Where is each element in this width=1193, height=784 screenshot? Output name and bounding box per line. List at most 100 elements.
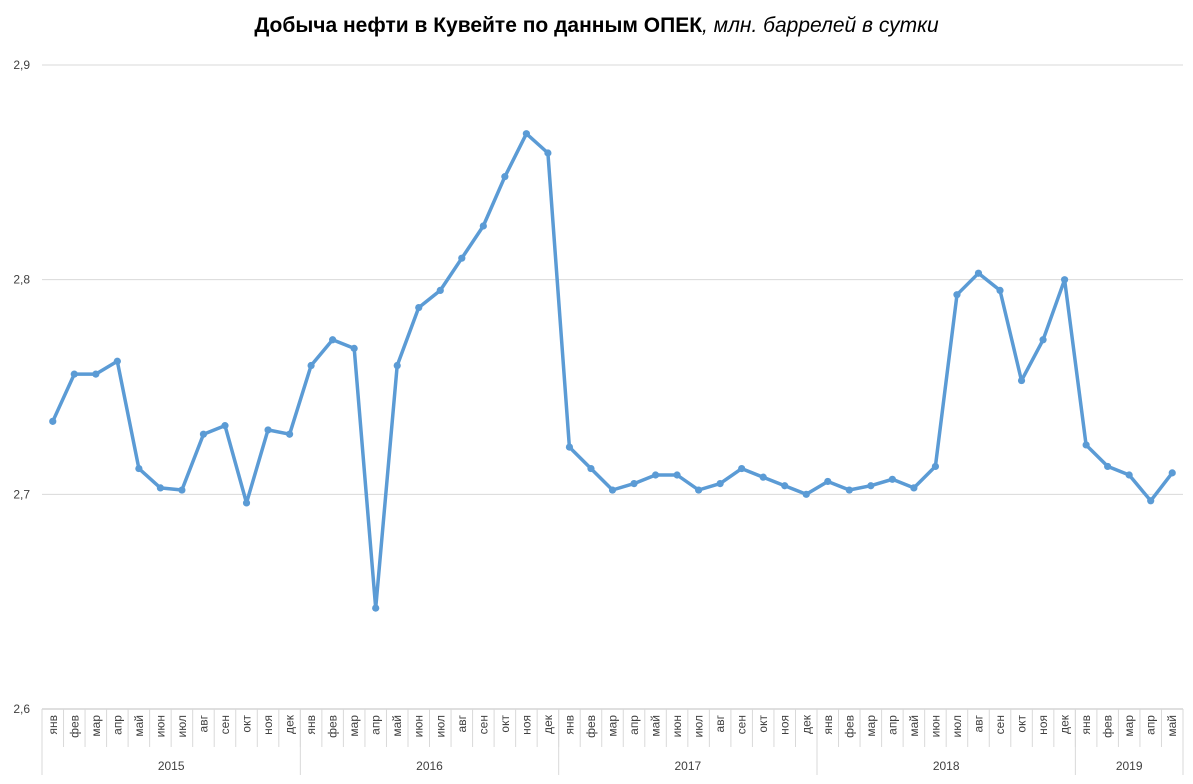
x-tick-label: янв	[46, 715, 60, 735]
x-tick-label: сен	[476, 715, 490, 734]
x-tick-label: июн	[928, 715, 942, 737]
x-tick-label: дек	[283, 714, 297, 734]
x-tick-label: дек	[541, 714, 555, 734]
x-tick-label: окт	[240, 715, 254, 733]
x-tick-label: окт	[756, 715, 770, 733]
data-point	[888, 475, 896, 483]
x-tick-label: май	[1165, 715, 1179, 737]
x-tick-label: ноя	[519, 715, 533, 735]
data-point	[1017, 376, 1026, 385]
x-tick-label: окт	[1015, 715, 1029, 733]
x-tick-label: авг	[713, 714, 727, 732]
x-tick-label: дек	[1058, 714, 1072, 734]
data-point	[242, 499, 251, 507]
gridlines	[42, 64, 1183, 710]
x-tick-label: апр	[110, 715, 124, 735]
data-point	[350, 344, 358, 352]
data-point	[695, 486, 703, 494]
data-point	[156, 484, 165, 492]
x-tick-label: июн	[670, 715, 684, 737]
x-tick-label: июл	[175, 715, 189, 737]
data-point	[329, 336, 337, 344]
data-point	[372, 604, 380, 612]
x-tick-label: сен	[993, 715, 1007, 734]
x-tick-label: фев	[326, 715, 340, 738]
x-tick-label: июл	[692, 715, 706, 737]
x-tick-label: май	[132, 715, 146, 737]
data-point	[307, 361, 315, 370]
data-point	[738, 464, 746, 473]
series-group	[49, 130, 1176, 612]
year-label: 2017	[674, 759, 701, 773]
data-point	[824, 477, 832, 486]
data-point	[716, 480, 724, 488]
data-point	[479, 222, 487, 230]
data-point	[264, 426, 272, 434]
data-point	[70, 370, 78, 378]
x-tick-label: сен	[218, 715, 232, 734]
chart-title-main: Добыча нефти в Кувейте по данным ОПЕК	[254, 14, 703, 37]
x-tick-label: фев	[842, 715, 856, 738]
data-point	[1039, 336, 1047, 344]
data-point	[221, 422, 229, 430]
data-point	[953, 291, 961, 299]
x-tick-label: май	[649, 715, 663, 737]
x-tick-label: фев	[1101, 715, 1115, 738]
data-point	[845, 486, 853, 494]
year-label: 2016	[416, 759, 443, 773]
data-point	[1125, 471, 1133, 479]
x-tick-label: мар	[1122, 715, 1136, 737]
x-tick-label: май	[390, 715, 404, 737]
data-point	[92, 370, 100, 378]
data-point	[285, 430, 294, 438]
x-tick-label: дек	[799, 714, 813, 734]
data-point	[974, 269, 983, 277]
x-tick-label: окт	[498, 715, 512, 733]
data-point	[178, 486, 186, 494]
data-point	[1168, 469, 1176, 477]
x-tick-label: апр	[1144, 715, 1158, 735]
series-line	[51, 131, 1174, 610]
data-point	[393, 361, 401, 370]
data-point	[436, 286, 444, 294]
x-tick-label: мар	[606, 715, 620, 737]
data-point	[501, 173, 509, 181]
data-point	[49, 417, 57, 425]
x-tick-label: янв	[821, 715, 835, 735]
data-point	[113, 357, 121, 365]
x-tick-label: ноя	[1036, 715, 1050, 735]
data-point	[199, 430, 208, 438]
x-tick-label: апр	[627, 715, 641, 735]
x-tick-label: июл	[433, 715, 447, 737]
y-tick-label: 2,8	[13, 273, 30, 287]
x-tick-label: ноя	[778, 715, 792, 735]
data-point	[415, 303, 423, 312]
data-point	[781, 482, 789, 490]
year-label: 2018	[933, 759, 960, 773]
data-point	[608, 486, 617, 494]
data-point	[587, 464, 595, 473]
data-point	[135, 464, 143, 473]
data-point	[867, 482, 875, 490]
x-tick-label: фев	[584, 715, 598, 738]
x-tick-label: июн	[153, 715, 167, 737]
chart-title-unit: , млн. баррелей в сутки	[702, 14, 939, 37]
data-point	[1082, 441, 1090, 449]
data-point	[544, 149, 552, 157]
x-tick-label: янв	[304, 715, 318, 735]
data-point	[565, 443, 574, 451]
data-point	[910, 484, 918, 492]
y-tick-label: 2,9	[13, 58, 30, 72]
year-label: 2015	[158, 759, 185, 773]
data-point	[759, 473, 767, 481]
x-tick-label: авг	[455, 714, 469, 732]
x-tick-label: мар	[347, 715, 361, 737]
x-tick-label: мар	[864, 715, 878, 737]
x-axis: янв фев мар апр май июн июл авг сен окт ноя дек янв ф…	[41, 708, 1184, 775]
data-point	[1104, 462, 1112, 471]
x-tick-label: авг	[196, 714, 210, 732]
x-tick-label: июн	[412, 715, 426, 737]
y-axis-ticks: 2,6 2,7 2,8 2,9	[13, 58, 30, 716]
data-point	[1147, 497, 1155, 505]
